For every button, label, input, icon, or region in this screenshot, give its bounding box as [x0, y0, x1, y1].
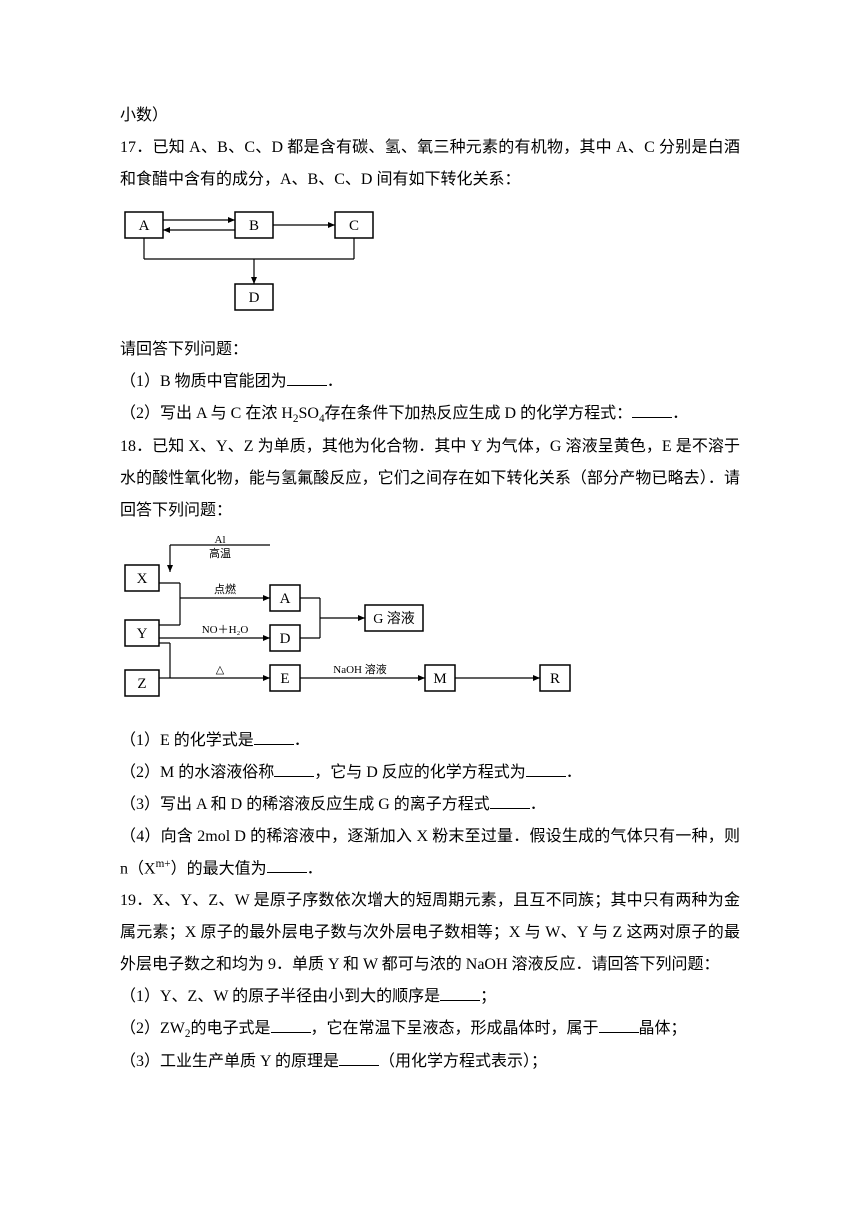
q18-q4-end: ．: [307, 860, 323, 877]
svg-text:A: A: [139, 218, 150, 234]
svg-text:C: C: [349, 218, 359, 234]
q19-q1: （1）Y、Z、W 的原子半径由小到大的顺序是 ；: [120, 981, 740, 1013]
q19-q1-end: ；: [480, 988, 496, 1005]
q18-q2-end: ．: [566, 764, 582, 781]
blank: [440, 985, 480, 1001]
blank: [271, 1017, 311, 1033]
q18-q3-end: ．: [530, 796, 546, 813]
q19-q2: （2）ZW2的电子式是，它在常温下呈液态，形成晶体时，属于晶体；: [120, 1013, 740, 1046]
q18-q4b: ）的最大值为: [171, 860, 267, 877]
q18-q1-end: ．: [294, 732, 310, 749]
q18-svg: X Y Z A D E G 溶液 M R Al 高温: [120, 535, 620, 705]
blank: [526, 761, 566, 777]
svg-text:点燃: 点燃: [214, 582, 236, 596]
q18-stem: 18．已知 X、Y、Z 为单质，其他为化合物．其中 Y 为气体，G 溶液呈黄色，…: [120, 431, 740, 527]
q18-q3-text: （3）写出 A 和 D 的稀溶液反应生成 G 的离子方程式: [120, 796, 490, 813]
svg-text:G 溶液: G 溶液: [373, 611, 415, 627]
q18-q1-text: （1）E 的化学式是: [120, 732, 254, 749]
q17-q2: （2）写出 A 与 C 在浓 H2SO4存在条件下加热反应生成 D 的化学方程式…: [120, 398, 740, 431]
svg-text:D: D: [280, 631, 291, 647]
q17-stem: 17．已知 A、B、C、D 都是含有碳、氢、氧三种元素的有机物，其中 A、C 分…: [120, 132, 740, 196]
q17-q2-end: ．: [672, 405, 688, 422]
svg-text:R: R: [550, 671, 560, 687]
q17-q2c: 存在条件下加热反应生成 D 的化学方程式：: [325, 405, 633, 422]
q17-q1-text: （1）B 物质中官能团为: [120, 373, 287, 390]
q17-svg: A B C D: [120, 204, 400, 314]
q17-q2b: SO: [299, 405, 319, 422]
svg-text:Z: Z: [137, 676, 146, 692]
svg-text:X: X: [137, 571, 148, 587]
q18-q4sup: m+: [156, 858, 171, 870]
q19-q1-text: （1）Y、Z、W 的原子半径由小到大的顺序是: [120, 988, 440, 1005]
svg-text:△: △: [216, 664, 225, 676]
q19-stem: 19．X、Y、Z、W 是原子序数依次增大的短周期元素，且互不同族；其中只有两种为…: [120, 885, 740, 981]
svg-text:Y: Y: [137, 626, 148, 642]
blank: [490, 793, 530, 809]
svg-text:NaOH 溶液: NaOH 溶液: [333, 662, 386, 676]
svg-text:A: A: [280, 591, 291, 607]
svg-text:Al: Al: [215, 535, 226, 546]
q19-q2a: （2）ZW: [120, 1020, 185, 1037]
blank: [287, 370, 327, 386]
q17-diagram: A B C D: [120, 204, 740, 326]
q19-q2c: ，它在常温下呈液态，形成晶体时，属于: [311, 1020, 599, 1037]
q17-intro: 请回答下列问题：: [120, 334, 740, 366]
document-content: 小数） 17．已知 A、B、C、D 都是含有碳、氢、氧三种元素的有机物，其中 A…: [120, 100, 740, 1078]
svg-text:D: D: [249, 290, 260, 306]
svg-text:E: E: [280, 671, 289, 687]
q18-q1: （1）E 的化学式是 ．: [120, 725, 740, 757]
q19-q3-text: （3）工业生产单质 Y 的原理是: [120, 1053, 339, 1070]
q19-q3-end: （用化学方程式表示）；: [379, 1053, 547, 1070]
blank: [339, 1050, 379, 1066]
blank: [274, 761, 314, 777]
q18-q2: （2）M 的水溶液俗称 ，它与 D 反应的化学方程式为 ．: [120, 757, 740, 789]
q19-q3: （3）工业生产单质 Y 的原理是 （用化学方程式表示）；: [120, 1046, 740, 1078]
svg-text:NO＋H₂O: NO＋H₂O: [202, 624, 249, 636]
q18-q4: （4）向含 2mol D 的稀溶液中，逐渐加入 X 粉末至过量．假设生成的气体只…: [120, 821, 740, 885]
q17-q1: （1）B 物质中官能团为 ．: [120, 366, 740, 398]
q18-q2a: （2）M 的水溶液俗称: [120, 764, 274, 781]
svg-text:M: M: [433, 671, 446, 687]
q18-diagram: X Y Z A D E G 溶液 M R Al 高温: [120, 535, 740, 717]
svg-text:B: B: [249, 218, 259, 234]
q18-q2b: ，它与 D 反应的化学方程式为: [314, 764, 526, 781]
q17-q1-end: ．: [327, 373, 343, 390]
svg-text:高温: 高温: [209, 546, 231, 560]
q19-q2b: 的电子式是: [190, 1020, 270, 1037]
q19-q2d: 晶体；: [639, 1020, 687, 1037]
partial-line: 小数）: [120, 100, 740, 132]
q17-q2a: （2）写出 A 与 C 在浓 H: [120, 405, 293, 422]
blank: [599, 1017, 639, 1033]
blank: [632, 402, 672, 418]
blank: [254, 729, 294, 745]
blank: [267, 857, 307, 873]
q18-q3: （3）写出 A 和 D 的稀溶液反应生成 G 的离子方程式 ．: [120, 789, 740, 821]
